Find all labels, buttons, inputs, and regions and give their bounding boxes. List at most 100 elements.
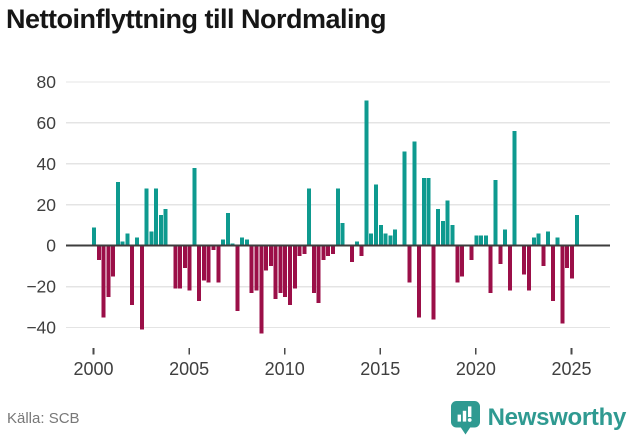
data-bar [106, 245, 111, 297]
data-bar [278, 245, 283, 293]
data-bar [493, 180, 498, 246]
data-bar [340, 223, 345, 246]
data-bar [331, 245, 335, 254]
data-bar [445, 200, 450, 246]
x-axis-label: 2005 [169, 359, 209, 379]
data-bar [264, 245, 269, 271]
logo-bar-short [457, 414, 461, 422]
data-bar [187, 245, 192, 291]
data-bar [431, 245, 436, 320]
data-bar [268, 245, 273, 267]
data-bar [574, 214, 579, 246]
data-bar [316, 245, 321, 304]
data-bar [412, 141, 417, 246]
data-bar [211, 245, 216, 250]
chart-title: Nettoinflyttning till Nordmaling [6, 4, 386, 34]
y-axis-label: 20 [37, 195, 57, 215]
data-bar [311, 245, 316, 293]
data-bar [369, 233, 374, 246]
data-bar [436, 208, 441, 246]
data-bar [550, 245, 555, 301]
data-bar [135, 237, 140, 246]
data-bar [560, 245, 565, 324]
y-axis-label: 60 [37, 113, 57, 133]
x-axis-label: 2020 [456, 359, 496, 379]
data-bar [354, 241, 359, 246]
data-bar [283, 245, 288, 297]
data-bar [120, 241, 125, 246]
data-bar [359, 245, 364, 256]
data-bar [302, 245, 307, 254]
data-bar [402, 151, 407, 246]
data-bar [546, 231, 551, 246]
data-bar [326, 245, 331, 256]
data-bar [407, 245, 412, 283]
data-bar [139, 245, 144, 330]
data-bar [92, 227, 96, 246]
y-axis-label: 80 [37, 72, 57, 92]
data-bar [507, 245, 512, 291]
data-bar [273, 245, 278, 299]
data-bar [526, 245, 531, 291]
x-axis-label: 2025 [551, 359, 591, 379]
x-axis-label: 2010 [265, 359, 305, 379]
logo-bar-tall [462, 410, 466, 422]
data-bar [206, 245, 211, 283]
data-bar [455, 245, 460, 283]
data-bar [498, 245, 503, 265]
data-bar [158, 214, 163, 246]
data-bar [182, 245, 187, 269]
source-label: Källa: SCB [7, 410, 80, 427]
data-bar [259, 245, 264, 334]
newsworthy-badge-icon [450, 401, 480, 435]
data-bar [240, 237, 245, 246]
data-bar [244, 239, 249, 246]
data-bar [321, 245, 326, 261]
data-bar [488, 245, 493, 293]
data-bar [531, 237, 536, 246]
data-bar [287, 245, 292, 306]
data-bar [378, 225, 383, 246]
data-bar [230, 243, 235, 246]
data-bar [335, 188, 340, 246]
data-bar [483, 235, 488, 246]
data-bar [479, 235, 484, 246]
data-bar [149, 231, 154, 246]
logo-exclamation-bar [467, 406, 472, 417]
data-bar [297, 245, 302, 256]
data-bar [292, 245, 297, 289]
x-axis-label: 2015 [360, 359, 400, 379]
data-bar [474, 235, 479, 246]
data-bar [364, 100, 369, 246]
data-bar [154, 188, 159, 246]
data-bar [101, 245, 106, 318]
data-bar [512, 131, 517, 246]
data-bar [503, 229, 508, 246]
data-bar [417, 245, 422, 318]
y-axis-label: −40 [26, 318, 56, 338]
data-bar [254, 245, 259, 291]
data-bar [421, 178, 426, 246]
y-axis-label: −20 [26, 277, 56, 297]
data-bar [469, 245, 474, 261]
data-bar [201, 245, 206, 281]
data-bar [307, 188, 312, 246]
data-bar [178, 245, 183, 289]
newsworthy-logo: Newsworthy [450, 400, 626, 435]
data-bar [221, 239, 226, 246]
x-axis-label: 2000 [73, 359, 113, 379]
data-bar [440, 221, 445, 246]
y-axis-label: 0 [46, 236, 56, 256]
data-bar [555, 237, 560, 246]
logo-exclamation-dot [467, 418, 472, 422]
data-bar [115, 182, 120, 246]
data-bar [249, 245, 254, 293]
y-axis-label: 40 [37, 154, 57, 174]
brand-name: Newsworthy [487, 403, 627, 431]
data-bar [460, 245, 465, 277]
data-bar [565, 245, 570, 269]
data-bar [388, 235, 393, 246]
data-bar [450, 225, 455, 246]
data-bar [350, 245, 355, 263]
data-bar [173, 245, 178, 289]
